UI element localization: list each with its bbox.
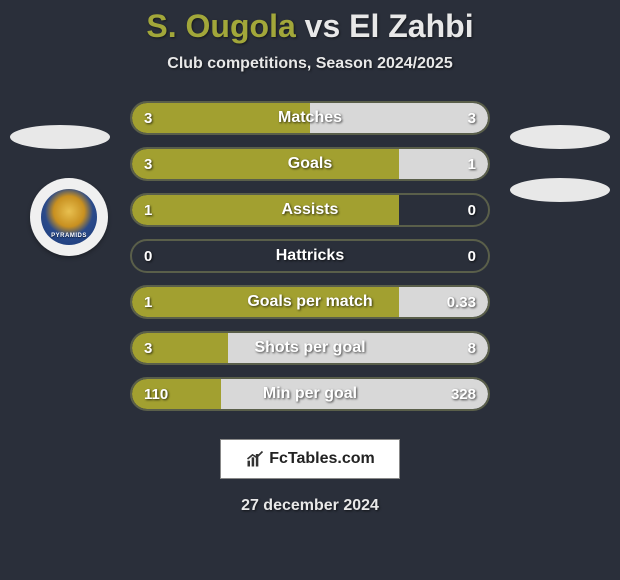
date-text: 27 december 2024 xyxy=(241,497,379,515)
chart-icon xyxy=(245,449,265,469)
stat-value-right: 0.33 xyxy=(447,294,476,311)
stat-value-right: 3 xyxy=(468,110,476,127)
stat-value-left: 110 xyxy=(144,386,168,403)
source-logo: FcTables.com xyxy=(220,439,400,479)
title-player1: S. Ougola xyxy=(146,8,295,44)
stat-bar-left xyxy=(132,287,399,317)
stat-value-right: 0 xyxy=(468,202,476,219)
stat-row: 10Assists xyxy=(130,193,490,227)
stat-bar-right xyxy=(221,379,488,409)
stat-value-left: 3 xyxy=(144,110,152,127)
title-vs: vs xyxy=(305,8,341,44)
stat-value-left: 1 xyxy=(144,294,152,311)
stat-row: 10.33Goals per match xyxy=(130,285,490,319)
stat-bar-right xyxy=(228,333,488,363)
stat-bar-left xyxy=(132,149,399,179)
source-logo-text: FcTables.com xyxy=(269,450,375,468)
stat-bar-left xyxy=(132,195,399,225)
subtitle: Club competitions, Season 2024/2025 xyxy=(167,55,452,73)
stat-row: 0 0Hattricks xyxy=(130,239,490,273)
stat-value-right: 8 xyxy=(468,340,476,357)
stat-bar-right xyxy=(310,103,488,133)
stat-value-right: 1 xyxy=(468,156,476,173)
stat-row: 31Goals xyxy=(130,147,490,181)
stat-value-right: 0 xyxy=(468,248,476,265)
stat-value-left: 0 xyxy=(144,248,152,265)
page-title: S. Ougola vs El Zahbi xyxy=(146,8,473,45)
comparison-card: S. Ougola vs El Zahbi Club competitions,… xyxy=(0,0,620,580)
stat-value-left: 1 xyxy=(144,202,152,219)
stat-row: 33Matches xyxy=(130,101,490,135)
stat-row: 38Shots per goal xyxy=(130,331,490,365)
stat-row: 110328Min per goal xyxy=(130,377,490,411)
title-player2: El Zahbi xyxy=(349,8,473,44)
stat-value-right: 328 xyxy=(451,386,476,403)
stat-label: Hattricks xyxy=(132,247,488,265)
stat-value-left: 3 xyxy=(144,156,152,173)
stat-value-left: 3 xyxy=(144,340,152,357)
stats-area: 33Matches31Goals10Assists00Hattricks10.3… xyxy=(0,101,620,515)
stat-bar-left xyxy=(132,103,310,133)
stats-bars: 33Matches31Goals10Assists00Hattricks10.3… xyxy=(130,101,490,411)
